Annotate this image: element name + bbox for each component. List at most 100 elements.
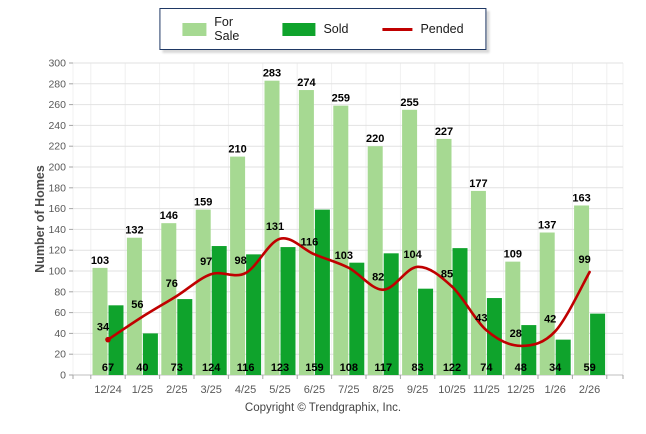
sold-value-label: 108	[340, 362, 358, 374]
x-tick-label: 5/25	[269, 384, 290, 396]
bar-sold[interactable]	[521, 325, 537, 375]
pended-value-label: 34	[97, 322, 110, 334]
sold-value-label: 124	[202, 362, 221, 374]
sold-value-label: 122	[443, 362, 461, 374]
bar-for-sale[interactable]	[92, 267, 108, 375]
bar-sold[interactable]	[452, 248, 468, 375]
pended-value-label: 85	[441, 269, 453, 281]
bar-for-sale[interactable]	[126, 237, 142, 375]
y-tick-label: 240	[48, 120, 66, 132]
for-sale-swatch-icon	[182, 22, 207, 36]
y-tick-label: 180	[48, 182, 66, 194]
bar-for-sale[interactable]	[505, 261, 521, 375]
for-sale-value-label: 259	[332, 93, 350, 105]
bar-sold[interactable]	[142, 333, 158, 375]
y-tick-label: 260	[48, 99, 66, 111]
bar-sold[interactable]	[418, 288, 434, 375]
pended-value-label: 28	[510, 328, 522, 340]
pended-value-label: 131	[266, 221, 284, 233]
bar-sold[interactable]	[280, 247, 296, 375]
bar-for-sale[interactable]	[402, 109, 418, 376]
pended-line[interactable]	[106, 237, 591, 348]
x-tick-label: 3/25	[200, 384, 221, 396]
for-sale-value-label: 103	[91, 255, 109, 267]
sold-value-label: 116	[237, 362, 255, 374]
sold-value-label: 74	[480, 362, 493, 374]
bar-for-sale[interactable]	[574, 205, 590, 375]
for-sale-value-label: 274	[297, 77, 316, 89]
pended-value-label: 43	[475, 312, 487, 324]
bar-for-sale[interactable]	[436, 138, 452, 375]
copyright-text: Copyright © Trendgraphix, Inc.	[244, 402, 402, 414]
bar-sold[interactable]	[177, 299, 193, 375]
bar-for-sale[interactable]	[298, 90, 314, 375]
pended-value-label: 103	[335, 250, 353, 262]
x-tick-label: 12/25	[507, 384, 535, 396]
legend-item-pended: Pended	[382, 22, 464, 36]
legend-label: For Sale	[214, 15, 240, 43]
y-tick-label: 60	[54, 307, 66, 319]
bar-for-sale[interactable]	[367, 146, 383, 375]
for-sale-value-label: 210	[228, 144, 246, 156]
x-tick-label: 6/25	[304, 384, 325, 396]
pended-value-label: 76	[166, 278, 178, 290]
for-sale-value-label: 255	[400, 97, 418, 109]
sold-swatch-icon	[282, 22, 316, 36]
for-sale-value-label: 227	[435, 126, 453, 138]
pended-value-label: 98	[234, 255, 246, 267]
x-tick-label: 12/24	[94, 384, 122, 396]
bar-sold[interactable]	[108, 305, 124, 375]
bar-for-sale[interactable]	[161, 223, 177, 375]
pended-line-icon	[382, 27, 413, 31]
bar-sold[interactable]	[383, 253, 399, 375]
y-tick-label: 120	[48, 245, 66, 257]
sold-value-label: 73	[171, 362, 183, 374]
for-sale-value-label: 220	[366, 133, 384, 145]
chart-legend: For Sale Sold Pended	[159, 8, 487, 50]
y-tick-label: 280	[48, 78, 66, 90]
bar-sold[interactable]	[314, 209, 330, 375]
sold-value-label: 34	[549, 362, 562, 374]
legend-item-sold: Sold	[282, 22, 348, 36]
sold-value-label: 117	[374, 362, 392, 374]
sold-value-label: 67	[102, 362, 114, 374]
bar-for-sale[interactable]	[264, 80, 280, 376]
chart-canvas: 0 20 40 60 80 100 120 140 160 180 200 220 240 260 280 3…	[48, 58, 624, 396]
sold-value-label: 48	[515, 362, 527, 374]
pended-point-marker	[105, 336, 111, 343]
bar-for-sale[interactable]	[539, 232, 555, 375]
y-tick-label: 200	[48, 162, 66, 174]
pended-value-label: 99	[578, 254, 590, 266]
legend-item-for-sale: For Sale	[182, 15, 248, 43]
bar-sold[interactable]	[590, 313, 606, 375]
pended-value-label: 104	[403, 249, 422, 261]
bar-for-sale[interactable]	[195, 209, 211, 375]
x-tick-label: 11/25	[473, 384, 500, 396]
bar-sold[interactable]	[349, 262, 365, 375]
for-sale-value-label: 132	[125, 225, 143, 237]
for-sale-value-label: 163	[572, 192, 590, 204]
y-tick-label: 100	[48, 266, 66, 278]
y-tick-label: 140	[48, 224, 66, 236]
bar-sold[interactable]	[555, 339, 571, 375]
sold-value-label: 59	[583, 362, 595, 374]
y-tick-label: 40	[54, 328, 66, 340]
x-tick-label: 2/26	[579, 384, 600, 396]
pended-value-label: 116	[301, 236, 319, 248]
bar-sold[interactable]	[246, 254, 262, 375]
y-tick-label: 20	[54, 349, 66, 361]
pended-value-label: 56	[131, 299, 143, 311]
sold-value-label: 40	[136, 362, 148, 374]
bar-for-sale[interactable]	[470, 190, 486, 375]
y-tick-label: 0	[60, 370, 66, 382]
x-tick-label: 10/25	[438, 384, 466, 396]
legend-label: Pended	[420, 22, 464, 36]
x-tick-label: 9/25	[407, 384, 428, 396]
bar-for-sale[interactable]	[230, 156, 246, 375]
for-sale-value-label: 146	[160, 210, 178, 222]
bar-for-sale[interactable]	[333, 105, 349, 375]
for-sale-value-label: 177	[469, 178, 487, 190]
bar-sold[interactable]	[211, 246, 227, 375]
y-tick-label: 80	[54, 286, 66, 298]
